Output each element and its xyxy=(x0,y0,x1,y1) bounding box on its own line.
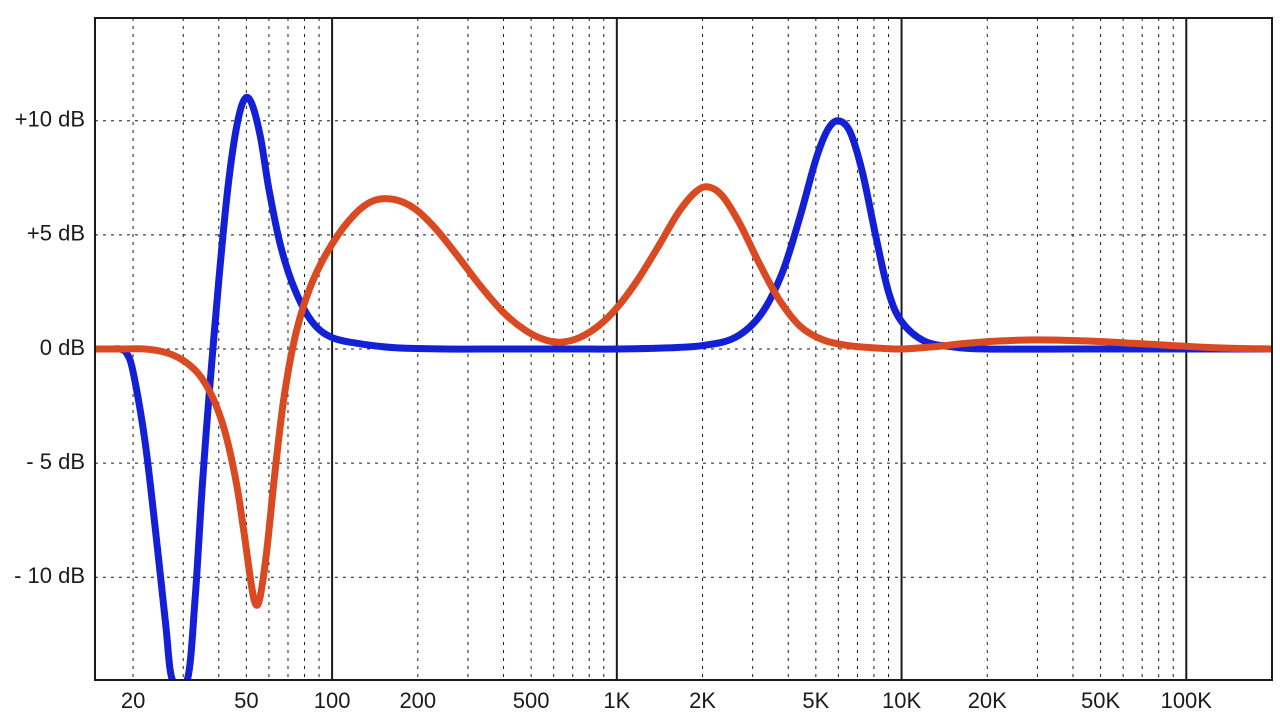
x-tick-label: 100K xyxy=(1161,688,1213,713)
y-tick-label: - 10 dB xyxy=(14,563,85,588)
x-tick-label: 50 xyxy=(234,688,258,713)
x-tick-label: 2K xyxy=(689,688,716,713)
eq-response-chart: - 10 dB - 5 dB 0 dB +5 dB +10 dB 20 50 100 200 5… xyxy=(0,0,1280,720)
x-tick-label: 100 xyxy=(314,688,351,713)
x-tick-labels: 20 50 100 200 500 1K 2K 5K 10K 20K 50K 100K xyxy=(121,688,1212,713)
x-tick-label: 20 xyxy=(121,688,145,713)
y-tick-label: +5 dB xyxy=(27,221,85,246)
curve-blue xyxy=(95,97,1272,688)
x-tick-label: 20K xyxy=(968,688,1007,713)
x-tick-label: 5K xyxy=(802,688,829,713)
x-tick-label: 1K xyxy=(603,688,630,713)
y-tick-labels: - 10 dB - 5 dB 0 dB +5 dB +10 dB xyxy=(14,107,85,589)
series-layer xyxy=(95,97,1272,688)
curve-orange xyxy=(95,187,1272,606)
y-tick-label: - 5 dB xyxy=(26,449,85,474)
x-tick-label: 50K xyxy=(1081,688,1120,713)
y-tick-label: +10 dB xyxy=(15,107,85,132)
x-tick-label: 10K xyxy=(882,688,921,713)
x-tick-label: 200 xyxy=(399,688,436,713)
y-tick-label: 0 dB xyxy=(40,335,85,360)
x-tick-label: 500 xyxy=(513,688,550,713)
